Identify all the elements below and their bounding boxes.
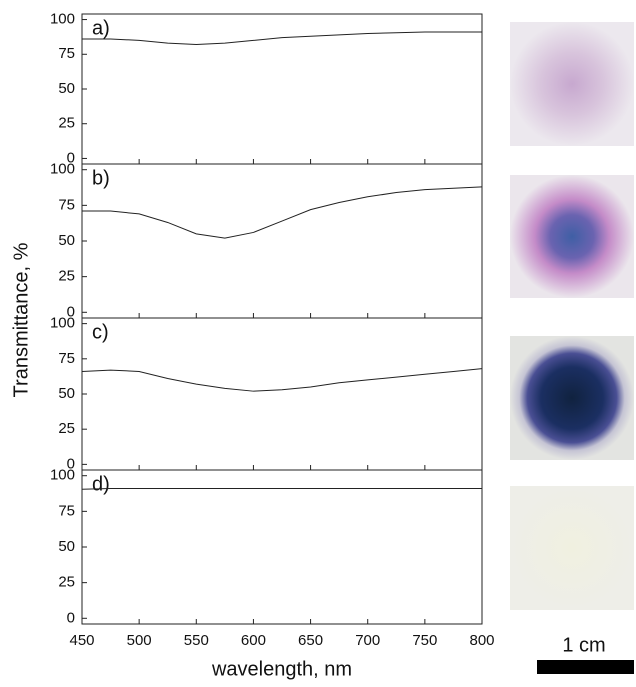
panel-label: c)	[92, 321, 109, 343]
x-tick-label: 500	[127, 632, 152, 649]
spectrum-line	[81, 368, 483, 392]
spectrum-line	[82, 31, 482, 46]
y-tick-label: 75	[58, 502, 75, 519]
x-tick-label: 450	[69, 632, 94, 649]
x-tick-label: 800	[469, 632, 494, 649]
sample-photo	[510, 175, 634, 298]
y-tick-label: 100	[50, 161, 75, 178]
x-tick-label: 600	[241, 632, 266, 649]
y-tick-label: 25	[58, 115, 75, 132]
y-tick-label: 100	[50, 467, 75, 484]
y-tick-label: 25	[58, 268, 75, 285]
sample-photo	[510, 486, 634, 610]
y-tick-label: 0	[67, 455, 75, 472]
panel-label: a)	[92, 17, 110, 39]
scale-bar-label: 1 cm	[562, 634, 605, 656]
panel-frame	[81, 317, 483, 471]
sample-photo	[510, 336, 634, 460]
spectrum-line	[81, 488, 482, 490]
x-tick-label: 700	[355, 632, 380, 649]
y-tick-label: 100	[50, 11, 75, 28]
y-tick-label: 25	[58, 420, 75, 437]
spectrum-line	[82, 186, 483, 239]
y-tick-label: 50	[58, 232, 75, 249]
y-tick-label: 75	[58, 350, 75, 367]
y-tick-label: 0	[67, 609, 75, 626]
panel-label: b)	[92, 167, 110, 189]
y-tick-label: 50	[58, 385, 75, 402]
y-tick-label: 75	[58, 45, 75, 62]
y-tick-label: 50	[58, 80, 75, 97]
panel-frame	[81, 163, 483, 319]
y-axis-label: Transmittance, %	[10, 242, 32, 397]
scale-bar	[537, 660, 634, 674]
x-tick-label: 750	[412, 632, 437, 649]
panel-label: d)	[92, 473, 110, 495]
y-tick-label: 75	[58, 196, 75, 213]
y-tick-label: 25	[58, 574, 75, 591]
y-tick-label: 50	[58, 538, 75, 555]
x-tick-label: 550	[184, 632, 209, 649]
y-tick-label: 0	[67, 303, 75, 320]
sample-photo	[510, 22, 634, 146]
y-tick-label: 100	[50, 315, 75, 332]
x-tick-label: 650	[298, 632, 323, 649]
panel-frame	[81, 469, 483, 625]
y-tick-label: 0	[67, 149, 75, 166]
panel-frame	[81, 13, 483, 165]
x-axis-label: wavelength, nm	[211, 658, 352, 680]
